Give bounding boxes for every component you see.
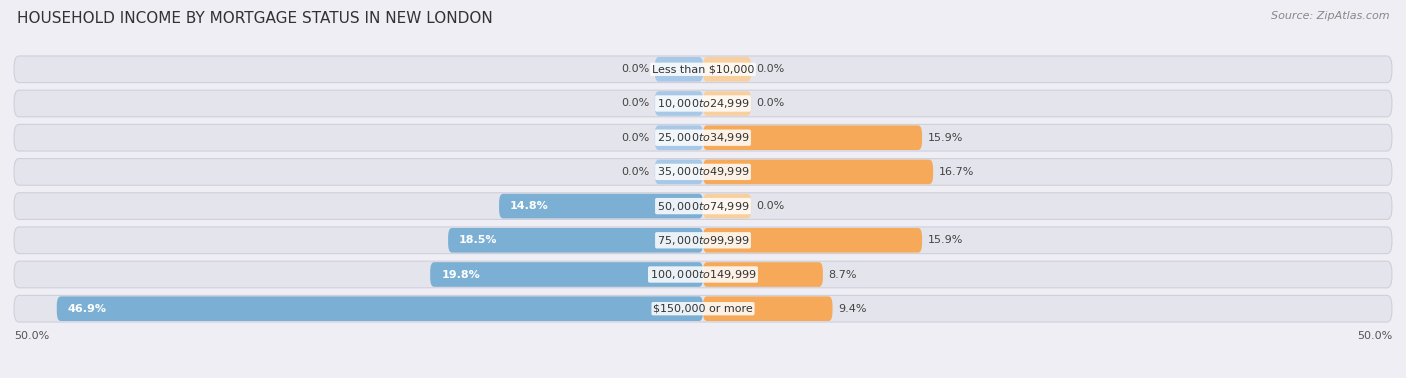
Text: 0.0%: 0.0% bbox=[621, 64, 650, 74]
Text: HOUSEHOLD INCOME BY MORTGAGE STATUS IN NEW LONDON: HOUSEHOLD INCOME BY MORTGAGE STATUS IN N… bbox=[17, 11, 492, 26]
FancyBboxPatch shape bbox=[14, 90, 1392, 117]
Text: $35,000 to $49,999: $35,000 to $49,999 bbox=[657, 166, 749, 178]
FancyBboxPatch shape bbox=[14, 227, 1392, 254]
Text: 46.9%: 46.9% bbox=[67, 304, 107, 314]
Text: $25,000 to $34,999: $25,000 to $34,999 bbox=[657, 131, 749, 144]
Text: 0.0%: 0.0% bbox=[756, 201, 785, 211]
Text: 19.8%: 19.8% bbox=[441, 270, 479, 279]
FancyBboxPatch shape bbox=[14, 295, 1392, 322]
Text: 50.0%: 50.0% bbox=[14, 331, 49, 341]
Text: 50.0%: 50.0% bbox=[1357, 331, 1392, 341]
FancyBboxPatch shape bbox=[703, 160, 934, 184]
Text: 0.0%: 0.0% bbox=[621, 133, 650, 143]
FancyBboxPatch shape bbox=[703, 228, 922, 253]
FancyBboxPatch shape bbox=[703, 296, 832, 321]
FancyBboxPatch shape bbox=[14, 193, 1392, 220]
FancyBboxPatch shape bbox=[56, 296, 703, 321]
Text: 0.0%: 0.0% bbox=[621, 167, 650, 177]
Text: 0.0%: 0.0% bbox=[621, 99, 650, 108]
FancyBboxPatch shape bbox=[14, 261, 1392, 288]
FancyBboxPatch shape bbox=[655, 57, 703, 82]
Text: $100,000 to $149,999: $100,000 to $149,999 bbox=[650, 268, 756, 281]
FancyBboxPatch shape bbox=[499, 194, 703, 218]
FancyBboxPatch shape bbox=[703, 194, 751, 218]
Text: 14.8%: 14.8% bbox=[510, 201, 548, 211]
FancyBboxPatch shape bbox=[449, 228, 703, 253]
FancyBboxPatch shape bbox=[703, 262, 823, 287]
FancyBboxPatch shape bbox=[703, 91, 751, 116]
FancyBboxPatch shape bbox=[14, 158, 1392, 185]
FancyBboxPatch shape bbox=[14, 56, 1392, 83]
Text: 9.4%: 9.4% bbox=[838, 304, 866, 314]
Text: 16.7%: 16.7% bbox=[939, 167, 974, 177]
FancyBboxPatch shape bbox=[703, 125, 922, 150]
Text: 18.5%: 18.5% bbox=[460, 235, 498, 245]
Text: 15.9%: 15.9% bbox=[928, 133, 963, 143]
FancyBboxPatch shape bbox=[703, 57, 751, 82]
Text: 0.0%: 0.0% bbox=[756, 64, 785, 74]
FancyBboxPatch shape bbox=[655, 91, 703, 116]
FancyBboxPatch shape bbox=[655, 125, 703, 150]
Text: 0.0%: 0.0% bbox=[756, 99, 785, 108]
Text: $75,000 to $99,999: $75,000 to $99,999 bbox=[657, 234, 749, 247]
FancyBboxPatch shape bbox=[430, 262, 703, 287]
Text: 15.9%: 15.9% bbox=[928, 235, 963, 245]
Text: Less than $10,000: Less than $10,000 bbox=[652, 64, 754, 74]
Text: $150,000 or more: $150,000 or more bbox=[654, 304, 752, 314]
FancyBboxPatch shape bbox=[655, 160, 703, 184]
Text: $10,000 to $24,999: $10,000 to $24,999 bbox=[657, 97, 749, 110]
FancyBboxPatch shape bbox=[14, 124, 1392, 151]
Text: Source: ZipAtlas.com: Source: ZipAtlas.com bbox=[1271, 11, 1389, 21]
Text: 8.7%: 8.7% bbox=[828, 270, 856, 279]
Text: $50,000 to $74,999: $50,000 to $74,999 bbox=[657, 200, 749, 212]
